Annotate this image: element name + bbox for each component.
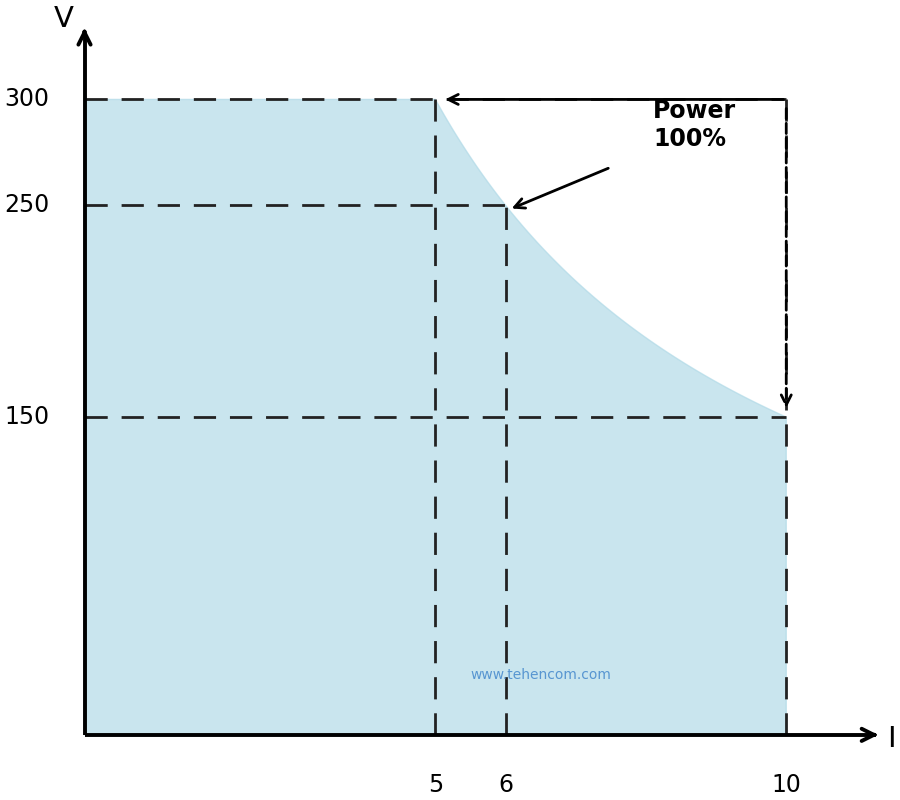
Text: V: V — [53, 5, 74, 33]
Polygon shape — [85, 99, 787, 735]
Text: www.tehencom.com: www.tehencom.com — [470, 668, 611, 682]
Text: 300: 300 — [4, 87, 50, 111]
Text: 6: 6 — [498, 773, 513, 797]
Text: 150: 150 — [4, 405, 50, 429]
Text: 10: 10 — [771, 773, 801, 797]
Text: 250: 250 — [4, 194, 50, 218]
Text: Power
100%: Power 100% — [652, 99, 736, 151]
Text: I: I — [887, 725, 896, 753]
Text: 5: 5 — [428, 773, 443, 797]
